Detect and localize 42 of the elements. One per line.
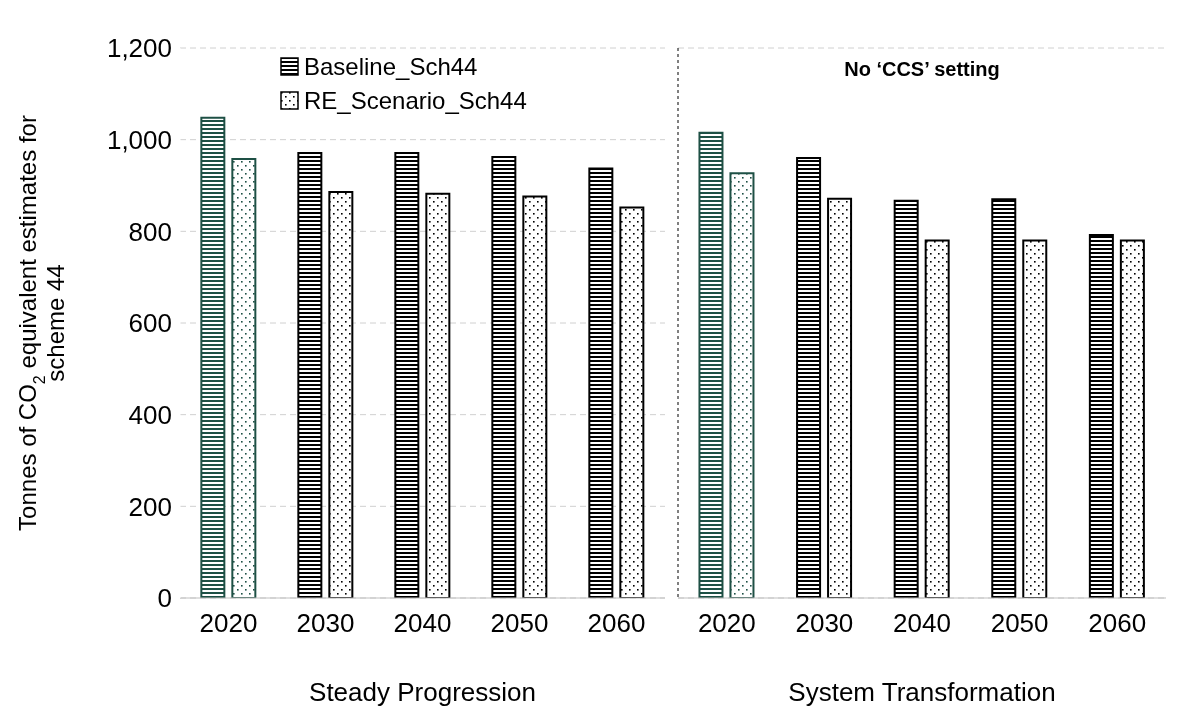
bar [796, 157, 822, 598]
x-tick-label: 2020 [697, 608, 756, 639]
x-tick-label: 2030 [296, 608, 355, 639]
y-tick-label: 1,000 [106, 124, 172, 155]
bar [893, 199, 919, 598]
y-tick-label: 0 [157, 583, 172, 614]
x-axis-title: Steady Progression [309, 677, 536, 707]
x-tick-label: 2040 [393, 608, 452, 639]
bar [491, 156, 517, 598]
x-tick-label: 2060 [587, 608, 646, 639]
y-tick-label: 400 [128, 399, 172, 430]
legend-label: RE_Scenario_Sch44 [304, 86, 527, 116]
x-tick-label: 2050 [490, 608, 549, 639]
bar [588, 167, 614, 598]
bar [991, 198, 1017, 598]
bar [328, 190, 354, 598]
x-tick-label: 2040 [893, 608, 951, 639]
bar [200, 116, 226, 598]
y-tick-label: 200 [128, 491, 172, 522]
bar [1088, 234, 1114, 598]
bar [827, 197, 853, 598]
bar [729, 172, 755, 598]
y-tick-label: 1,200 [106, 33, 172, 64]
bar [394, 151, 420, 598]
bar [425, 192, 451, 598]
x-tick-label: 2060 [1088, 608, 1147, 639]
bar [522, 195, 548, 598]
legend-label: Baseline_Sch44 [304, 52, 478, 82]
x-tick-label: 2020 [199, 608, 258, 639]
y-tick-label: 800 [128, 216, 172, 247]
bar [1119, 239, 1145, 598]
bar [698, 131, 724, 598]
text: No ‘CCS’ setting [844, 58, 1000, 80]
x-tick-label: 2030 [795, 608, 854, 639]
bar [297, 151, 323, 598]
x-tick-label: 2050 [990, 608, 1049, 639]
bar [924, 239, 950, 598]
bar [619, 206, 645, 598]
x-axis-title: System Transformation [788, 677, 1056, 707]
bar [1022, 239, 1048, 598]
y-tick-label: 600 [128, 308, 172, 339]
bar [231, 157, 257, 598]
